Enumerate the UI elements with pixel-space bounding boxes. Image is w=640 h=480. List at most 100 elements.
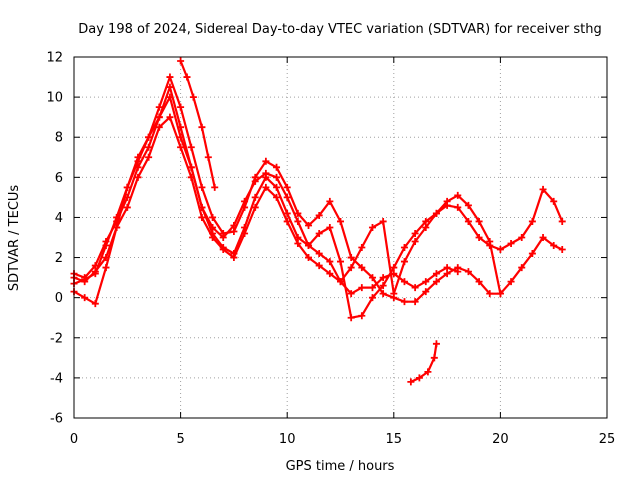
data-point	[550, 242, 558, 250]
data-point	[187, 143, 195, 151]
series-track-3	[70, 113, 566, 298]
data-point	[273, 183, 281, 191]
data-point	[273, 173, 281, 181]
data-point	[443, 264, 451, 272]
data-point	[294, 209, 302, 217]
data-point	[368, 294, 376, 302]
data-point	[155, 113, 163, 121]
data-point	[368, 223, 376, 231]
data-point	[464, 217, 472, 225]
data-point	[337, 217, 344, 225]
data-point	[347, 290, 355, 298]
data-point	[241, 229, 249, 237]
data-point	[91, 262, 99, 270]
data-point	[411, 298, 419, 306]
data-point	[432, 340, 440, 348]
y-tick-label: -6	[50, 412, 63, 427]
data-point	[262, 157, 270, 165]
data-point	[198, 213, 206, 221]
data-point	[166, 83, 174, 91]
data-point	[424, 368, 432, 376]
series-line	[179, 59, 216, 189]
y-tick-label: -2	[50, 331, 63, 346]
x-tick-label: 0	[70, 432, 78, 447]
data-point	[326, 258, 334, 266]
data-point	[390, 264, 398, 272]
x-tick-label: 15	[386, 432, 403, 447]
data-point	[251, 177, 259, 185]
data-point	[358, 312, 366, 320]
data-point	[230, 221, 238, 229]
data-point	[102, 238, 110, 246]
data-point	[91, 268, 99, 276]
data-point	[145, 153, 153, 161]
data-point	[155, 123, 163, 131]
data-point	[411, 238, 419, 246]
data-point	[209, 223, 217, 231]
data-point	[390, 290, 398, 298]
y-tick-label: 0	[55, 291, 63, 306]
data-point	[507, 240, 515, 248]
data-point	[422, 217, 430, 225]
data-point	[432, 270, 440, 278]
data-point	[528, 250, 536, 258]
data-point	[550, 197, 558, 205]
data-point	[507, 278, 515, 286]
data-point	[102, 254, 110, 262]
data-point	[400, 244, 408, 252]
data-point	[145, 143, 153, 151]
data-point	[347, 264, 355, 272]
data-point	[400, 298, 408, 306]
data-point	[422, 288, 430, 296]
data-point	[305, 242, 313, 250]
data-point	[443, 270, 451, 278]
data-point	[411, 284, 419, 292]
data-point	[123, 193, 131, 201]
data-point	[294, 240, 302, 248]
data-point	[209, 213, 217, 221]
data-point	[219, 246, 227, 254]
data-point	[198, 123, 206, 131]
data-point	[102, 264, 110, 272]
data-point	[113, 217, 121, 225]
data-point	[464, 201, 472, 209]
data-point	[187, 163, 195, 171]
data-point	[198, 183, 206, 191]
data-point	[81, 274, 89, 282]
y-tick-label: 2	[55, 251, 63, 266]
data-point	[379, 274, 387, 282]
y-tick-label: 12	[46, 51, 63, 66]
data-point	[134, 173, 142, 181]
series-track-5	[177, 57, 219, 191]
data-point	[294, 217, 302, 225]
data-point	[539, 185, 547, 193]
tick-labels: 0 5 10 15 20 25 -6 -4 -2 0 2 4 6 8 10 12	[46, 51, 615, 448]
data-point	[183, 73, 191, 81]
data-point	[251, 193, 259, 201]
data-point	[273, 163, 281, 171]
data-point	[518, 264, 526, 272]
data-point	[432, 209, 440, 217]
data-point	[134, 153, 142, 161]
data-point	[430, 354, 438, 362]
data-point	[177, 133, 185, 141]
data-point	[241, 197, 249, 205]
data-point	[368, 284, 376, 292]
data-point	[315, 250, 323, 258]
x-tick-label: 20	[492, 432, 509, 447]
data-point	[283, 183, 291, 191]
data-point	[475, 217, 483, 225]
data-point	[305, 254, 313, 262]
data-point	[475, 234, 483, 241]
data-point	[166, 93, 174, 101]
data-point	[422, 278, 430, 286]
data-point	[305, 221, 313, 229]
chart-title: Day 198 of 2024, Sidereal Day-to-day VTE…	[78, 22, 602, 37]
x-tick-label: 25	[599, 432, 616, 447]
data-point	[230, 227, 238, 235]
series-track-4	[70, 93, 462, 298]
data-point	[454, 203, 462, 211]
data-point	[558, 246, 566, 254]
data-point	[230, 254, 238, 262]
